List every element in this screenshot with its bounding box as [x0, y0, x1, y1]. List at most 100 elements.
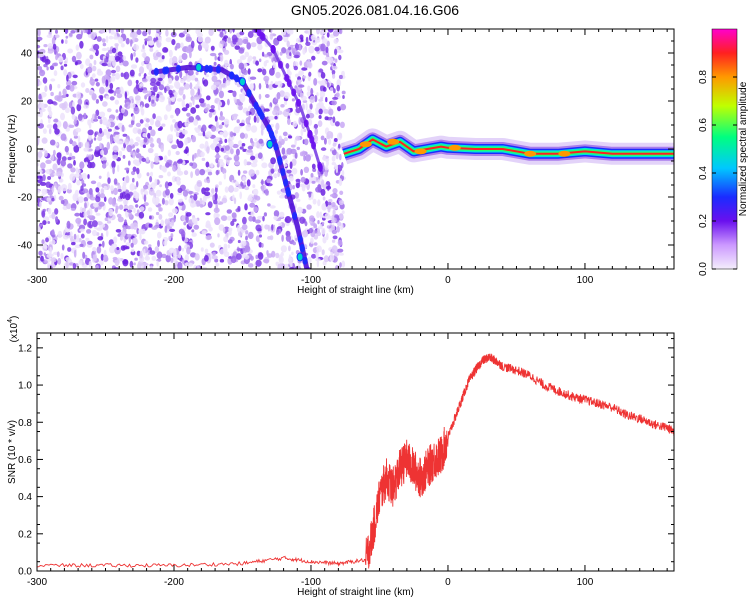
- noise-speckle: [278, 135, 282, 142]
- noise-speckle: [249, 83, 255, 90]
- noise-speckle: [215, 120, 219, 129]
- noise-speckle: [105, 35, 109, 43]
- noise-speckle: [326, 131, 333, 139]
- noise-speckle: [236, 224, 241, 233]
- noise-speckle: [250, 210, 255, 217]
- noise-speckle: [199, 203, 204, 208]
- noise-speckle: [149, 250, 156, 255]
- noise-speckle: [311, 55, 316, 61]
- noise-speckle: [225, 80, 231, 86]
- noise-speckle: [232, 218, 237, 222]
- noise-speckle: [143, 194, 147, 203]
- noise-speckle: [136, 167, 140, 175]
- noise-speckle: [168, 236, 172, 241]
- noise-speckle: [45, 159, 52, 164]
- noise-speckle: [273, 98, 279, 103]
- noise-speckle: [217, 104, 221, 111]
- noise-speckle: [178, 55, 183, 63]
- noise-speckle: [85, 237, 90, 242]
- noise-speckle: [309, 215, 315, 222]
- noise-speckle: [191, 232, 197, 237]
- noise-speckle: [285, 159, 288, 165]
- noise-speckle: [88, 260, 93, 268]
- noise-speckle: [130, 242, 134, 248]
- noise-speckle: [227, 239, 233, 244]
- carrier-hotspot: [387, 138, 400, 145]
- noise-speckle: [276, 35, 283, 42]
- x-tick-label: 100: [577, 577, 594, 588]
- noise-speckle: [104, 57, 107, 64]
- noise-speckle: [168, 97, 171, 106]
- noise-speckle: [250, 162, 258, 168]
- noise-speckle: [96, 182, 102, 188]
- noise-speckle: [178, 32, 185, 38]
- noise-speckle: [263, 108, 270, 112]
- noise-speckle: [314, 37, 321, 43]
- y-scale-close: ): [9, 316, 20, 319]
- noise-speckle: [164, 87, 167, 94]
- noise-speckle: [65, 127, 70, 132]
- noise-speckle: [119, 234, 124, 241]
- noise-speckle: [141, 157, 147, 162]
- noise-speckle: [284, 216, 292, 224]
- noise-speckle: [183, 170, 189, 176]
- noise-speckle: [90, 180, 97, 185]
- noise-speckle: [260, 123, 266, 131]
- noise-speckle: [279, 90, 285, 97]
- noise-speckle: [105, 229, 109, 237]
- noise-speckle: [248, 55, 253, 62]
- noise-speckle: [214, 192, 218, 201]
- noise-speckle: [273, 210, 280, 218]
- noise-speckle: [323, 108, 329, 114]
- noise-speckle: [67, 156, 72, 161]
- noise-speckle: [72, 101, 75, 108]
- noise-speckle: [321, 221, 325, 225]
- noise-speckle: [146, 172, 150, 177]
- noise-speckle: [41, 188, 48, 195]
- noise-speckle: [155, 211, 160, 216]
- noise-speckle: [314, 95, 318, 103]
- y-scale-label: (x104): [7, 316, 20, 343]
- noise-speckle: [69, 152, 73, 158]
- colorbar-tick-label: 0.4: [698, 166, 709, 180]
- noise-speckle: [129, 38, 133, 47]
- noise-speckle: [195, 83, 198, 90]
- noise-speckle: [117, 164, 120, 173]
- noise-speckle: [119, 204, 124, 210]
- noise-speckle: [320, 135, 325, 141]
- trace-blob: [303, 119, 309, 128]
- noise-speckle: [55, 29, 58, 34]
- noise-speckle: [181, 247, 185, 252]
- noise-speckle: [37, 163, 40, 167]
- noise-speckle: [134, 141, 139, 147]
- noise-speckle: [321, 38, 328, 44]
- trace-blob: [277, 60, 283, 69]
- noise-speckle: [254, 219, 261, 224]
- noise-speckle: [79, 63, 84, 70]
- noise-speckle: [220, 147, 224, 152]
- noise-speckle: [107, 128, 112, 132]
- noise-speckle: [207, 171, 213, 176]
- noise-speckle: [151, 226, 158, 230]
- noise-speckle: [298, 84, 305, 88]
- noise-speckle: [114, 258, 120, 267]
- noise-speckle: [60, 253, 64, 259]
- noise-speckle: [143, 184, 149, 190]
- noise-speckle: [39, 201, 42, 208]
- noise-speckle: [125, 246, 130, 250]
- noise-speckle: [288, 135, 293, 139]
- noise-speckle: [38, 250, 43, 256]
- chart-title: GN05.2026.081.04.16.G06: [290, 2, 460, 18]
- noise-speckle: [130, 53, 134, 61]
- noise-speckle: [108, 55, 116, 62]
- noise-speckle: [190, 171, 194, 179]
- noise-speckle: [236, 253, 242, 260]
- trace-blob: [277, 155, 283, 164]
- noise-speckle: [42, 174, 46, 182]
- noise-speckle: [177, 261, 183, 269]
- trace-blob: [234, 74, 240, 83]
- noise-speckle: [83, 104, 90, 109]
- noise-speckle: [113, 187, 118, 196]
- noise-speckle: [48, 118, 51, 124]
- noise-speckle: [331, 239, 336, 243]
